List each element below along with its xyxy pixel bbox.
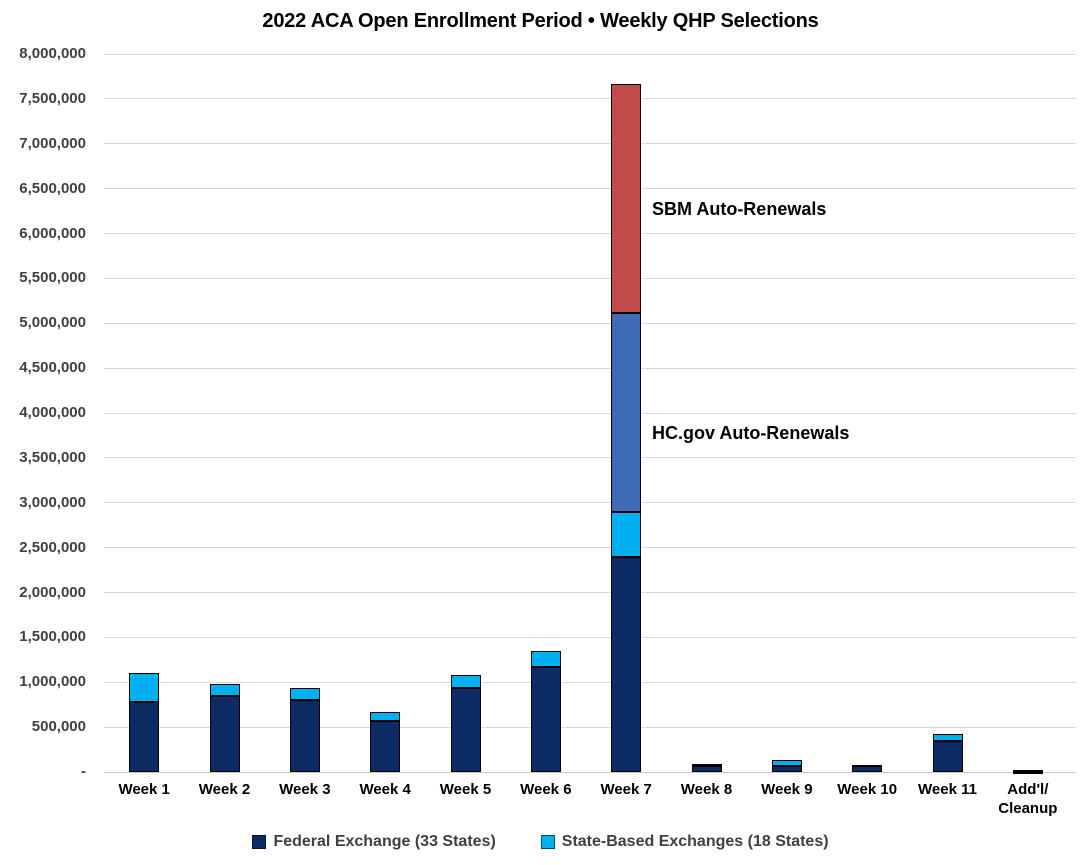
gridline <box>104 457 1076 459</box>
bar-segment-federal <box>852 766 883 772</box>
x-axis-label: Week 11 <box>918 781 977 798</box>
bar-segment-state <box>450 674 481 688</box>
bar-segment-state <box>530 651 561 667</box>
y-tick-label: 7,000,000 <box>19 134 86 152</box>
y-tick-label: 3,000,000 <box>19 493 86 511</box>
y-tick-label: 500,000 <box>31 718 86 736</box>
y-tick-label: 6,500,000 <box>19 179 86 197</box>
bar-segment-federal <box>530 666 561 772</box>
x-axis-label: Week 4 <box>359 781 411 798</box>
bar-segment-federal <box>450 687 481 772</box>
bar-segment-state <box>691 764 722 767</box>
bar-segment-state <box>129 673 160 702</box>
y-tick-label: 5,500,000 <box>19 269 86 287</box>
bar-segment-federal <box>129 701 160 772</box>
bar-segment-state <box>209 684 240 697</box>
legend: Federal Exchange (33 States) State-Based… <box>0 833 1081 851</box>
gridline <box>104 367 1076 369</box>
y-tick-label: 1,000,000 <box>19 673 86 691</box>
bar-segment-hcgov_auto <box>611 313 642 512</box>
state-based-exchanges-swatch <box>540 835 555 849</box>
gridline <box>104 277 1076 279</box>
legend-item-federal-exchange: Federal Exchange (33 States) <box>252 833 496 851</box>
y-tick-label: 4,000,000 <box>19 404 86 421</box>
gridline <box>104 681 1076 683</box>
x-axis-label: Week 1 <box>118 781 170 798</box>
y-tick-label: 6,000,000 <box>19 224 86 242</box>
bar-segment-state <box>611 511 642 558</box>
y-tick-label: 4,500,000 <box>19 359 86 377</box>
y-tick-label: 2,500,000 <box>19 538 86 556</box>
x-axis-label: Week 7 <box>600 781 652 798</box>
bar-segment-federal <box>691 765 722 772</box>
gridline <box>104 233 1076 234</box>
bar-segment-state <box>1012 770 1043 773</box>
bar-segment-state <box>289 688 320 701</box>
gridline <box>104 636 1076 638</box>
gridline <box>104 412 1076 414</box>
y-tick-label: 5,000,000 <box>19 314 86 332</box>
y-tick-label: 1,500,000 <box>19 628 86 646</box>
y-tick-label: 8,000,000 <box>19 45 86 62</box>
x-axis-label: Week 3 <box>279 781 331 798</box>
gridline <box>104 143 1076 145</box>
x-axis-label: Week 10 <box>837 781 898 798</box>
legend-label-state-based-exchanges: State-Based Exchanges (18 States) <box>561 833 829 850</box>
annotation-sbm-auto-renewals: SBM Auto-Renewals <box>652 199 827 220</box>
bar-segment-state <box>852 764 883 767</box>
bar-segment-federal <box>209 696 240 772</box>
gridline <box>104 53 1076 55</box>
bar-segment-sbm_auto <box>611 83 642 314</box>
gridline <box>104 188 1076 190</box>
gridline <box>104 771 1076 773</box>
gridline <box>104 322 1076 324</box>
bar-segment-federal <box>932 741 963 772</box>
x-axis-label: Week 9 <box>761 781 813 798</box>
bar-segment-federal <box>289 700 320 772</box>
gridline <box>104 547 1076 549</box>
gridline <box>104 502 1076 504</box>
gridline <box>104 592 1076 593</box>
gridline <box>104 726 1076 728</box>
x-axis-label: Week 5 <box>439 781 492 798</box>
bar-segment-state <box>370 712 401 721</box>
bar-segment-federal <box>771 766 802 772</box>
y-tick-label: 7,500,000 <box>19 89 86 107</box>
y-tick-label: 3,500,000 <box>19 448 86 466</box>
x-axis-label: Add'l/ Cleanup <box>998 781 1058 817</box>
y-tick-label: 2,000,000 <box>19 583 86 601</box>
x-axis-label: Week 2 <box>198 781 251 798</box>
bar-segment-federal <box>611 557 642 772</box>
bar-segment-federal <box>370 720 401 772</box>
y-tick-label: - <box>81 763 86 780</box>
x-axis-label: Week 8 <box>680 781 733 798</box>
annotation-hc-gov-auto-renewals: HC.gov Auto-Renewals <box>652 423 850 444</box>
gridline <box>104 98 1076 100</box>
chart-title: 2022 ACA Open Enrollment Period • Weekly… <box>262 10 819 32</box>
bar-segment-state <box>771 759 802 767</box>
federal-exchange-swatch <box>252 835 267 849</box>
bar-segment-state <box>932 734 963 742</box>
legend-label-federal-exchange: Federal Exchange (33 States) <box>273 833 496 850</box>
x-axis-label: Week 6 <box>520 781 572 798</box>
legend-item-state-based-exchanges: State-Based Exchanges (18 States) <box>540 833 829 851</box>
